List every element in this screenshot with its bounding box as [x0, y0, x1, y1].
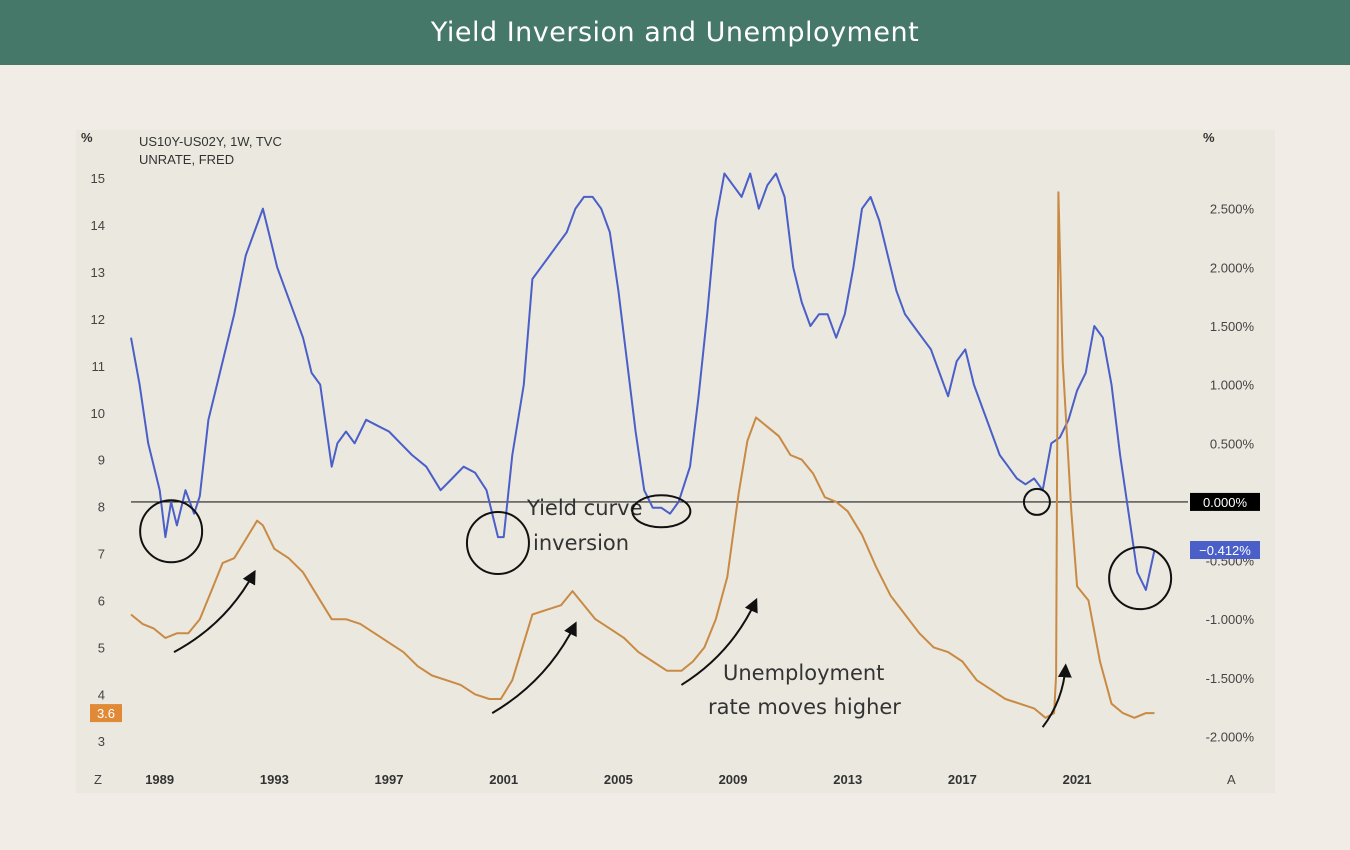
x-axis-tick-label: 1989	[145, 772, 174, 787]
x-axis-tick-label: 2001	[489, 772, 518, 787]
corner-label-left: Z	[94, 772, 102, 787]
x-axis-tick-label: 2005	[604, 772, 633, 787]
right-axis-tick-label: -1.500%	[1206, 671, 1255, 686]
legend-unrate: UNRATE, FRED	[139, 152, 234, 167]
annotation-yield-line-2: inversion	[533, 531, 629, 555]
x-axis-tick-label: 1993	[260, 772, 289, 787]
spread-current-label: −0.412%	[1199, 543, 1251, 558]
annotation-unemployment-line-2: rate moves higher	[708, 695, 901, 719]
right-axis-tick-label: 1.500%	[1210, 319, 1255, 334]
left-axis-tick-label: 9	[98, 453, 105, 468]
left-axis-tick-label: 12	[91, 312, 105, 327]
left-axis-tick-label: 10	[91, 406, 105, 421]
x-axis-tick-label: 1997	[375, 772, 404, 787]
zero-badge	[1190, 492, 1260, 511]
inversion-circle	[1022, 487, 1051, 516]
x-axis-tick-label: 2017	[948, 772, 977, 787]
annotation-arrow	[680, 597, 758, 686]
annotation-unemployment-line-1: Unemployment	[723, 661, 884, 685]
annotation-arrow	[173, 569, 256, 653]
annotation-arrow	[1041, 663, 1072, 728]
inversion-circle	[631, 494, 692, 529]
right-axis-unit: %	[1203, 130, 1215, 145]
right-axis-tick-label: -2.000%	[1206, 730, 1255, 745]
left-axis-tick-label: 14	[91, 218, 105, 233]
left-axis-tick-label: 8	[98, 500, 105, 515]
chart-card: % % US10Y-US02Y, 1W, TVC UNRATE, FRED Z …	[76, 130, 1275, 793]
unrate-series-line	[130, 191, 1155, 719]
left-axis-tick-label: 5	[98, 640, 105, 655]
unrate-current-badge	[90, 704, 122, 723]
page-title: Yield Inversion and Unemployment	[430, 17, 920, 48]
left-axis-tick-label: 4	[98, 687, 105, 702]
x-axis-tick-label: 2013	[833, 772, 862, 787]
x-axis-tick-label: 2009	[719, 772, 748, 787]
inversion-circle	[139, 499, 204, 564]
legend-spread: US10Y-US02Y, 1W, TVC	[139, 134, 282, 149]
inversion-circle	[465, 510, 530, 575]
right-axis-tick-label: -1.000%	[1206, 612, 1255, 627]
left-axis-tick-label: 6	[98, 593, 105, 608]
left-axis-tick-label: 11	[92, 359, 106, 374]
chart-svg: % % US10Y-US02Y, 1W, TVC UNRATE, FRED Z …	[81, 130, 1260, 787]
corner-label-right: A	[1227, 772, 1236, 787]
right-axis-tick-label: 0.500%	[1210, 436, 1255, 451]
spread-current-badge	[1190, 541, 1260, 560]
unrate-current-label: 3.6	[97, 706, 115, 721]
zero-badge-label: 0.000%	[1203, 495, 1248, 510]
inversion-circle	[1108, 546, 1173, 611]
left-axis-tick-label: 7	[98, 547, 105, 562]
title-banner: Yield Inversion and Unemployment	[0, 0, 1350, 65]
right-axis-tick-label: 1.000%	[1210, 378, 1255, 393]
annotation-arrow	[491, 621, 577, 714]
left-axis-unit: %	[81, 130, 93, 145]
x-axis-tick-label: 2021	[1063, 772, 1092, 787]
right-axis-tick-label: 2.000%	[1210, 260, 1255, 275]
annotation-yield-line-1: Yield curve	[526, 496, 643, 520]
right-axis-tick-label: 2.500%	[1210, 202, 1255, 217]
left-axis-tick-label: 15	[91, 171, 105, 186]
spread-series-line	[130, 172, 1156, 591]
left-axis-tick-label: 3	[98, 734, 105, 749]
left-axis-tick-label: 13	[91, 265, 105, 280]
